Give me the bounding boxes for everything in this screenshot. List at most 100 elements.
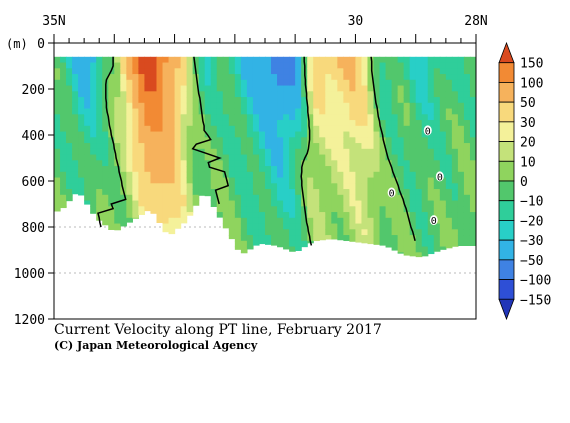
heatmap-cell bbox=[228, 200, 236, 207]
heatmap-cell bbox=[355, 154, 363, 161]
heatmap-cell bbox=[295, 212, 302, 219]
heatmap-cell bbox=[355, 79, 363, 87]
contour-label: 0 bbox=[425, 126, 431, 137]
heatmap-cell bbox=[289, 194, 296, 202]
heatmap-cell bbox=[427, 74, 435, 81]
heatmap-cell bbox=[60, 189, 67, 196]
heatmap-cell bbox=[463, 240, 471, 246]
heatmap-cell bbox=[427, 240, 435, 248]
heatmap-cell bbox=[150, 177, 158, 184]
heatmap-cell bbox=[379, 108, 387, 115]
heatmap-cell bbox=[427, 166, 435, 173]
heatmap-cell bbox=[379, 217, 387, 225]
contour-label-bg bbox=[423, 125, 432, 136]
heatmap-cell bbox=[451, 189, 459, 196]
heatmap-cell bbox=[289, 85, 296, 92]
heatmap-cell bbox=[258, 189, 266, 196]
heatmap-cell bbox=[283, 79, 290, 87]
heatmap-cell bbox=[90, 177, 97, 184]
heatmap-cell bbox=[361, 137, 369, 144]
heatmap-cell bbox=[385, 125, 393, 133]
heatmap-cell bbox=[295, 240, 302, 248]
heatmap-cell bbox=[66, 91, 73, 98]
heatmap-cell bbox=[295, 91, 302, 98]
heatmap-cell bbox=[277, 189, 284, 196]
heatmap-cell bbox=[192, 160, 200, 167]
heatmap-cell bbox=[168, 120, 176, 127]
heatmap-cell bbox=[355, 74, 363, 81]
heatmap-cell bbox=[78, 137, 85, 144]
heatmap-cell bbox=[265, 148, 272, 156]
heatmap-cell bbox=[457, 200, 465, 207]
heatmap-cell bbox=[174, 102, 182, 110]
colorbar-segment bbox=[498, 279, 515, 300]
heatmap-cell bbox=[246, 74, 254, 81]
heatmap-cell bbox=[60, 183, 67, 190]
heatmap-cell bbox=[138, 102, 146, 110]
heatmap-cell bbox=[120, 154, 127, 161]
heatmap-cell bbox=[96, 68, 103, 75]
heatmap-cell bbox=[421, 131, 429, 138]
heatmap-cell bbox=[192, 56, 200, 64]
heatmap-cell bbox=[222, 166, 230, 173]
heatmap-cell bbox=[180, 143, 188, 150]
heatmap-cell bbox=[120, 171, 127, 179]
heatmap-cell bbox=[385, 91, 393, 98]
heatmap-cell bbox=[258, 223, 266, 230]
heatmap-cell bbox=[271, 217, 278, 225]
heatmap-cell bbox=[337, 166, 344, 173]
heatmap-cell bbox=[126, 131, 133, 138]
heatmap-cell bbox=[415, 120, 423, 127]
colorbar-label: −10 bbox=[520, 195, 543, 210]
heatmap-cell bbox=[343, 97, 350, 104]
heatmap-cell bbox=[403, 68, 411, 75]
heatmap-cell bbox=[343, 62, 350, 69]
heatmap-cell bbox=[385, 68, 393, 75]
heatmap-cell bbox=[108, 74, 115, 81]
heatmap-cell bbox=[108, 148, 115, 156]
heatmap-cell bbox=[391, 148, 399, 156]
heatmap-cell bbox=[162, 189, 170, 196]
heatmap-cell bbox=[337, 160, 344, 167]
heatmap-cell bbox=[367, 177, 375, 184]
heatmap-cell bbox=[421, 85, 429, 92]
heatmap-cell bbox=[271, 160, 278, 167]
heatmap-cell bbox=[427, 246, 435, 253]
heatmap-cell bbox=[319, 79, 326, 87]
heatmap-cell bbox=[349, 108, 357, 115]
heatmap-cell bbox=[78, 85, 85, 92]
heatmap-cell bbox=[216, 143, 224, 150]
heatmap-cell bbox=[102, 217, 109, 225]
heatmap-cell bbox=[240, 108, 248, 115]
heatmap-cell bbox=[325, 125, 332, 133]
heatmap-cell bbox=[114, 223, 121, 230]
heatmap-cell bbox=[325, 177, 332, 184]
heatmap-cell bbox=[252, 223, 260, 230]
heatmap-cell bbox=[469, 171, 476, 179]
heatmap-cell bbox=[343, 235, 350, 242]
contour-label-bg bbox=[429, 215, 438, 226]
heatmap-cell bbox=[168, 85, 176, 92]
heatmap-cell bbox=[289, 91, 296, 98]
heatmap-cell bbox=[403, 102, 411, 110]
heatmap-cell bbox=[427, 171, 435, 179]
heatmap-cell bbox=[126, 160, 133, 167]
heatmap-cell bbox=[403, 160, 411, 167]
heatmap-cell bbox=[162, 166, 170, 173]
heatmap-cell bbox=[325, 131, 332, 138]
heatmap-cell bbox=[174, 62, 182, 69]
heatmap-cell bbox=[126, 91, 133, 98]
heatmap-cell bbox=[222, 125, 230, 133]
heatmap-cell bbox=[355, 240, 363, 243]
heatmap-cell bbox=[265, 97, 272, 104]
heatmap-cell bbox=[343, 189, 350, 196]
heatmap-cell bbox=[367, 229, 375, 236]
heatmap-cell bbox=[451, 217, 459, 225]
heatmap-cell bbox=[234, 114, 242, 121]
heatmap-cell bbox=[295, 62, 302, 69]
heatmap-cell bbox=[433, 194, 441, 202]
heatmap-cell bbox=[415, 206, 423, 213]
heatmap-cell bbox=[120, 223, 127, 227]
heatmap-cell bbox=[252, 177, 260, 184]
heatmap-cell bbox=[415, 217, 423, 225]
